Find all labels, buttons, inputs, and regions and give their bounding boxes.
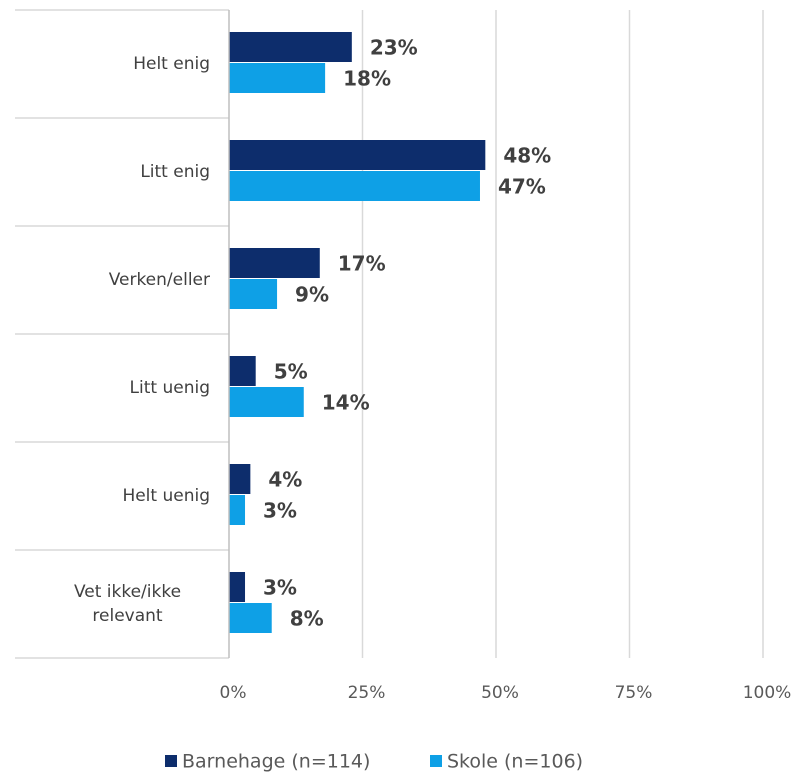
bar xyxy=(229,464,251,494)
bar xyxy=(229,356,256,386)
data-label: 14% xyxy=(322,391,370,415)
category-label: Litt enig xyxy=(20,160,210,184)
data-label: 5% xyxy=(274,360,308,384)
legend-swatch xyxy=(165,755,177,767)
data-label: 3% xyxy=(263,576,297,600)
bar xyxy=(229,32,352,62)
bar xyxy=(229,387,304,417)
legend-label: Barnehage (n=114) xyxy=(182,751,370,773)
bar xyxy=(229,572,246,602)
category-label: Helt enig xyxy=(20,52,210,76)
x-tick-label: 0% xyxy=(220,683,247,703)
category-label: Litt uenig xyxy=(20,376,210,400)
category-text: Verken/eller xyxy=(108,270,210,290)
data-label: 3% xyxy=(263,499,297,523)
category-label: Verken/eller xyxy=(20,268,210,292)
legend-swatch xyxy=(430,755,442,767)
data-label: 23% xyxy=(370,36,418,60)
data-label: 9% xyxy=(295,283,329,307)
data-label: 4% xyxy=(268,468,302,492)
category-text: Helt uenig xyxy=(122,486,210,506)
bar xyxy=(229,171,480,201)
category-text: Litt uenig xyxy=(129,378,210,398)
data-label: 17% xyxy=(338,252,386,276)
data-label: 18% xyxy=(343,67,391,91)
x-tick-label: 75% xyxy=(615,683,653,703)
x-tick-label: 25% xyxy=(348,683,386,703)
category-label: Helt uenig xyxy=(20,484,210,508)
bar xyxy=(229,63,326,93)
category-text: Helt enig xyxy=(133,54,210,74)
bar xyxy=(229,603,272,633)
x-tick-label: 100% xyxy=(743,683,792,703)
bar xyxy=(229,495,246,525)
category-label: Vet ikke/ikke relevant xyxy=(20,580,210,628)
bar xyxy=(229,248,320,278)
legend-label: Skole (n=106) xyxy=(447,751,583,773)
x-tick-label: 50% xyxy=(481,683,519,703)
category-text: Litt enig xyxy=(140,162,210,182)
data-label: 47% xyxy=(498,175,546,199)
data-label: 8% xyxy=(290,607,324,631)
data-label: 48% xyxy=(503,144,551,168)
category-text: Vet ikke/ikke relevant xyxy=(73,582,182,626)
bar xyxy=(229,140,486,170)
bar xyxy=(229,279,278,309)
